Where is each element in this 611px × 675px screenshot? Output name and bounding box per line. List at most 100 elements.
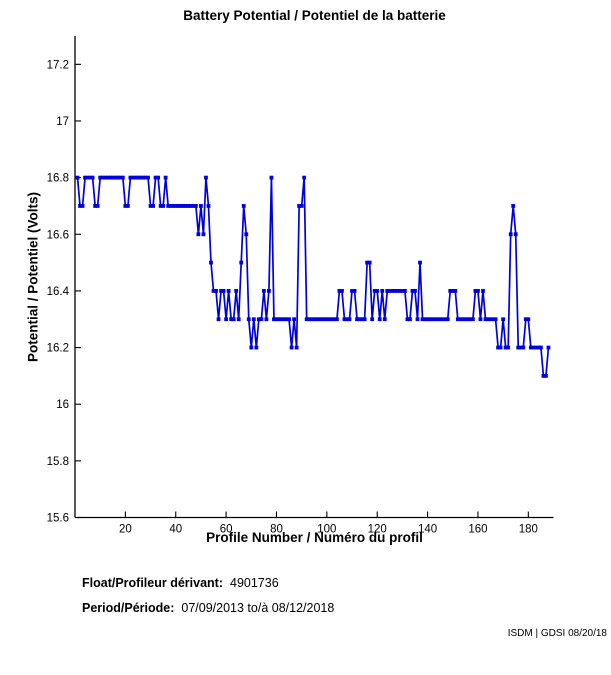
data-point xyxy=(138,175,143,180)
data-point xyxy=(347,317,352,322)
data-point xyxy=(259,317,264,322)
data-point xyxy=(153,175,158,180)
data-point xyxy=(264,317,269,322)
data-point xyxy=(375,289,380,293)
data-point xyxy=(410,289,415,293)
data-point xyxy=(428,317,432,322)
battery-potential-chart: 15.6 15.8 16 16.2 16.4 16.6 16.8 17 17.2 20 40 60 80… xyxy=(47,36,554,536)
data-point xyxy=(239,260,244,265)
data-point xyxy=(171,204,176,208)
data-point xyxy=(544,373,548,378)
data-point xyxy=(345,317,349,322)
data-point xyxy=(211,289,216,293)
data-point xyxy=(541,373,546,378)
data-point xyxy=(516,345,521,350)
x-tick-label: 60 xyxy=(220,524,233,536)
data-point xyxy=(508,232,513,237)
data-point xyxy=(486,317,490,322)
data-point xyxy=(533,345,538,350)
data-point xyxy=(340,289,344,293)
data-point xyxy=(251,317,256,322)
data-point xyxy=(476,289,480,293)
chart-title: Battery Potential / Potentiel de la batt… xyxy=(183,8,446,23)
data-point xyxy=(241,204,246,208)
data-point xyxy=(481,289,485,293)
data-point xyxy=(370,317,375,322)
data-point xyxy=(440,317,445,322)
data-point xyxy=(418,260,422,265)
data-point xyxy=(448,289,453,293)
data-point-markers xyxy=(75,175,551,378)
x-tick-label: 80 xyxy=(270,524,283,536)
data-point xyxy=(284,317,289,322)
y-tick-label: 17.2 xyxy=(47,59,69,71)
data-point xyxy=(193,204,198,208)
data-point xyxy=(166,204,171,208)
data-point xyxy=(183,204,188,208)
data-point xyxy=(327,317,332,322)
data-point xyxy=(488,317,493,322)
data-point xyxy=(498,345,503,350)
data-point xyxy=(335,317,339,322)
data-point xyxy=(539,345,543,350)
credit-stamp: ISDM | GDSI 08/20/18 xyxy=(507,628,607,639)
data-point xyxy=(332,317,337,322)
data-point xyxy=(219,289,223,293)
y-tick-label: 15.8 xyxy=(47,456,69,468)
data-point xyxy=(201,232,206,237)
data-point xyxy=(110,175,115,180)
data-point xyxy=(299,204,304,208)
data-point xyxy=(75,175,80,180)
data-point xyxy=(113,175,118,180)
data-point xyxy=(460,317,465,322)
data-point xyxy=(249,345,254,350)
data-point xyxy=(282,317,286,322)
data-point xyxy=(146,175,150,180)
data-point xyxy=(531,345,536,350)
data-point xyxy=(93,204,98,208)
data-point xyxy=(546,345,551,350)
data-point xyxy=(526,317,531,322)
data-point xyxy=(423,317,427,322)
data-point xyxy=(357,317,362,322)
data-point xyxy=(136,175,140,180)
data-point xyxy=(420,317,425,322)
data-point xyxy=(277,317,281,322)
data-point xyxy=(443,317,448,322)
data-point xyxy=(123,204,128,208)
period-label: Period/Période: xyxy=(82,601,175,615)
data-point xyxy=(128,175,133,180)
data-point xyxy=(387,289,392,293)
data-point xyxy=(360,317,364,322)
data-point xyxy=(433,317,438,322)
data-point xyxy=(236,317,241,322)
data-point xyxy=(261,289,266,293)
data-point xyxy=(445,317,450,322)
data-point xyxy=(163,175,168,180)
data-point xyxy=(536,345,541,350)
data-point xyxy=(191,204,196,208)
data-point xyxy=(226,289,231,293)
data-point xyxy=(188,204,193,208)
data-point xyxy=(400,289,405,293)
data-point xyxy=(380,289,385,293)
float-number: 4901736 xyxy=(230,576,279,590)
x-tick-label: 120 xyxy=(368,524,387,536)
data-point xyxy=(287,317,291,322)
x-tick-label: 100 xyxy=(317,524,336,536)
data-point xyxy=(450,289,455,293)
data-point xyxy=(120,175,125,180)
tick-marks xyxy=(75,63,529,519)
data-point xyxy=(307,317,312,322)
data-point xyxy=(503,345,508,350)
data-point xyxy=(103,175,108,180)
data-point xyxy=(125,204,130,208)
data-point xyxy=(405,317,410,322)
data-point xyxy=(385,289,390,293)
data-point xyxy=(352,289,357,293)
data-point xyxy=(372,289,377,293)
y-tick-label: 16.4 xyxy=(47,286,70,298)
data-point xyxy=(302,175,307,180)
data-point xyxy=(430,317,435,322)
data-point xyxy=(95,204,100,208)
